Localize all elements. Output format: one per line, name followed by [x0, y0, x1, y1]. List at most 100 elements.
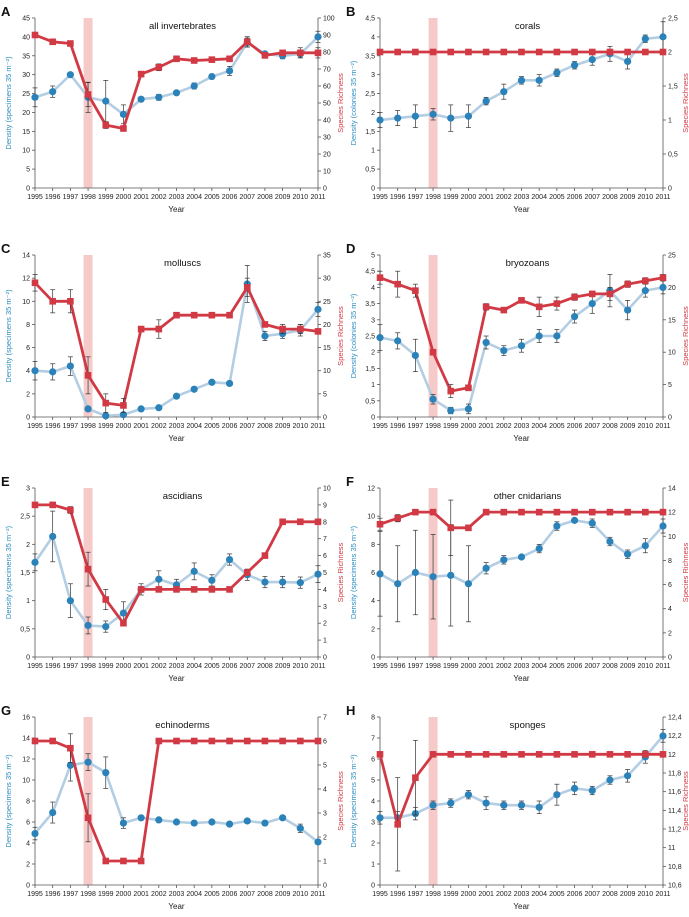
richness-point: [447, 387, 455, 395]
richness-point: [279, 49, 286, 57]
density-point: [314, 838, 322, 846]
richness-point: [120, 402, 127, 409]
richness-point: [137, 586, 145, 593]
density-point: [172, 392, 181, 400]
y-right-tick-label: 0: [668, 655, 672, 662]
y-left-tick-label: 35: [22, 53, 30, 60]
density-point: [588, 300, 596, 308]
richness-point: [447, 751, 455, 758]
density-point: [279, 814, 287, 822]
density-line-f: [379, 519, 664, 586]
y-right-tick-label: 0,5: [668, 152, 678, 159]
richness-point: [429, 751, 437, 758]
y-left-tick-label: 4: [371, 799, 375, 806]
y-left-tick-label: 2: [26, 391, 30, 398]
x-tick-label: 1996: [390, 891, 406, 898]
density-point: [659, 283, 667, 291]
y-axis-title-right-c: Species Richness: [336, 306, 345, 366]
x-tick-label: 2011: [310, 663, 325, 670]
y-right-tick-label: 35: [323, 253, 331, 260]
panel-letter-h: H: [346, 703, 355, 718]
y-right-tick-label: 2: [323, 835, 327, 842]
density-point: [624, 57, 632, 66]
richness-point: [137, 325, 145, 333]
x-axis-title-e: Year: [168, 674, 185, 683]
x-tick-label: 2003: [169, 194, 185, 201]
x-tick-label: 2006: [567, 194, 583, 201]
y-right-tick-label: 60: [323, 84, 331, 91]
y-left-tick-label: 2,5: [365, 91, 375, 98]
x-tick-label: 2011: [655, 194, 670, 201]
density-point: [641, 542, 649, 550]
y-left-tick-label: 0: [371, 186, 375, 193]
density-point: [570, 312, 579, 321]
richness-point: [553, 300, 561, 307]
density-point: [535, 332, 543, 340]
y-right-tick-label: 0: [668, 186, 672, 193]
panel-title-d: bryozoans: [506, 258, 550, 269]
y-right-tick-label: 1: [323, 638, 327, 645]
chart-panel-f: 0 2 4 6 8 10 12 0 2 4 6 8 10 12 14 1995 1996 1997 1998 1999…: [346, 474, 689, 683]
x-tick-label: 2007: [584, 423, 600, 430]
y-axis-title-left-b: Density (colonies 35 m⁻²): [349, 60, 358, 145]
y-right-tick-label: 15: [323, 345, 331, 352]
x-tick-label: 2011: [310, 194, 325, 201]
richness-point: [624, 508, 631, 516]
y-right-tick-label: 11,6: [668, 789, 681, 796]
x-tick-label: 2002: [496, 194, 512, 201]
y-left-tick-label: 2: [26, 862, 30, 869]
chart-panel-b: 0 0,5 1 1,5 2 2,5 3 3,5 4 4,5 0 0,5 1 1,5 2 2,5 1995 1996…: [346, 4, 689, 214]
richness-point: [261, 321, 269, 328]
richness-point: [553, 48, 561, 56]
x-axis-title-b: Year: [513, 205, 530, 214]
density-point: [155, 404, 163, 412]
richness-point: [642, 508, 649, 516]
y-left-tick-label: 1,5: [20, 570, 30, 577]
density-point: [261, 819, 269, 827]
y-right-tick-label: 8: [668, 558, 672, 565]
richness-point: [535, 303, 543, 311]
richness-point: [102, 596, 110, 603]
y-left-tick-label: 4: [371, 598, 375, 605]
x-tick-label: 1998: [80, 663, 96, 670]
density-point: [570, 784, 579, 793]
x-tick-label: 1999: [443, 423, 459, 430]
y-axis-title-left-f: Density (specimens 35 m⁻²): [349, 525, 358, 619]
y-left-tick-label: 6: [26, 820, 30, 827]
y-left-tick-label: 0,5: [365, 167, 375, 174]
density-point: [119, 411, 128, 419]
density-point: [376, 334, 384, 342]
density-point: [482, 564, 490, 572]
richness-point: [84, 91, 92, 98]
richness-point: [120, 619, 127, 627]
richness-point: [297, 518, 304, 526]
x-tick-label: 2001: [133, 423, 149, 430]
richness-point: [31, 501, 39, 509]
x-tick-label: 1997: [408, 663, 424, 670]
richness-point: [482, 48, 490, 56]
density-point: [482, 799, 490, 807]
richness-point: [49, 38, 56, 46]
richness-point: [571, 751, 578, 758]
y-axis-title-right-g: Species Richness: [336, 771, 345, 831]
density-point: [84, 621, 92, 630]
y-right-tick-label: 90: [323, 33, 331, 40]
y-right-tick-label: 12,4: [668, 715, 682, 722]
x-tick-label: 1997: [408, 891, 424, 898]
y-right-tick-label: 1: [323, 859, 327, 866]
density-point: [314, 33, 322, 41]
density-point: [208, 378, 216, 386]
y-right-tick-label: 10: [668, 350, 676, 357]
richness-point: [226, 311, 233, 319]
richness-point: [314, 518, 322, 526]
panel-letter-b: B: [346, 4, 355, 19]
density-point: [31, 367, 39, 375]
x-tick-label: 2011: [655, 423, 670, 430]
x-tick-label: 2011: [310, 891, 325, 898]
y-left-tick-label: 0: [371, 655, 375, 662]
y-right-tick-label: 20: [323, 152, 331, 159]
y-left-tick-label: 4,5: [365, 269, 375, 276]
density-point: [190, 819, 198, 827]
